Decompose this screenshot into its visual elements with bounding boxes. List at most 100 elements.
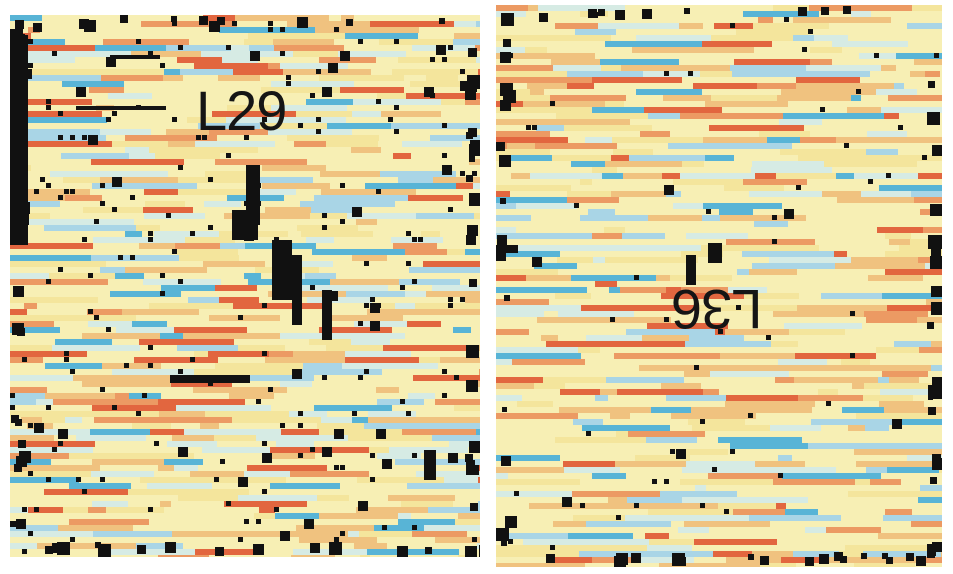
texture-streak xyxy=(10,93,108,99)
texture-streak xyxy=(773,5,809,11)
edge-speck xyxy=(98,544,111,557)
dark-speck xyxy=(826,401,831,406)
texture-streak xyxy=(10,69,88,75)
dark-speck xyxy=(358,321,363,326)
texture-streak xyxy=(307,501,401,507)
dark-speck xyxy=(58,195,63,200)
texture-streak xyxy=(224,501,307,507)
dark-speck xyxy=(328,291,338,301)
texture-streak xyxy=(370,21,454,27)
texture-streak xyxy=(496,527,586,533)
texture-streak xyxy=(681,287,728,293)
texture-streak xyxy=(571,239,608,245)
texture-streak xyxy=(754,47,810,53)
texture-streak xyxy=(798,155,877,161)
dark-speck xyxy=(664,479,669,484)
texture-streak xyxy=(510,191,567,197)
edge-speck xyxy=(84,20,96,32)
texture-streak xyxy=(142,351,158,357)
texture-streak xyxy=(666,287,681,293)
edge-speck xyxy=(760,556,769,565)
texture-streak xyxy=(378,303,395,309)
texture-streak xyxy=(93,531,172,537)
texture-streak xyxy=(882,221,893,227)
texture-streak xyxy=(565,383,613,389)
texture-streak xyxy=(152,387,193,393)
texture-streak xyxy=(248,33,345,39)
texture-streak xyxy=(106,507,164,513)
dark-speck xyxy=(214,477,219,482)
texture-streak xyxy=(730,305,797,311)
texture-streak xyxy=(136,315,209,321)
texture-streak xyxy=(560,509,648,515)
texture-streak xyxy=(911,191,942,197)
texture-streak xyxy=(864,455,889,461)
texture-streak xyxy=(496,419,562,425)
dark-speck xyxy=(52,447,57,452)
edge-speck xyxy=(346,19,353,26)
texture-streak xyxy=(808,497,906,503)
dark-speck xyxy=(160,273,165,278)
texture-streak xyxy=(103,183,197,189)
texture-streak xyxy=(91,471,154,477)
dark-speck xyxy=(70,369,75,374)
texture-streak xyxy=(496,47,525,53)
dark-speck xyxy=(634,275,639,280)
texture-streak xyxy=(217,135,287,141)
texture-streak xyxy=(413,375,480,381)
dark-speck xyxy=(148,507,153,512)
texture-streak xyxy=(680,113,773,119)
texture-streak xyxy=(767,137,800,143)
dark-speck xyxy=(394,105,399,110)
dark-speck xyxy=(514,491,519,496)
texture-streak xyxy=(525,47,547,53)
texture-streak xyxy=(431,273,480,279)
texture-streak xyxy=(152,93,225,99)
texture-streak xyxy=(58,525,133,531)
texture-streak xyxy=(608,503,685,509)
edge-speck xyxy=(18,440,26,448)
texture-streak xyxy=(673,179,743,185)
edge-speck xyxy=(465,546,477,557)
texture-streak xyxy=(10,147,57,153)
texture-streak xyxy=(398,57,476,63)
texture-streak xyxy=(183,303,233,309)
texture-streak xyxy=(867,131,907,137)
texture-streak xyxy=(840,485,859,491)
texture-streak xyxy=(805,461,845,467)
texture-streak xyxy=(312,381,324,387)
texture-streak xyxy=(695,485,706,491)
texture-streak xyxy=(263,321,354,327)
texture-streak xyxy=(595,281,617,287)
texture-streak xyxy=(601,65,621,71)
texture-streak xyxy=(796,563,854,567)
texture-streak xyxy=(10,159,91,165)
edge-speck xyxy=(466,235,476,245)
dark-speck xyxy=(136,39,141,44)
texture-streak xyxy=(881,65,896,71)
texture-streak xyxy=(813,413,856,419)
texture-streak xyxy=(91,159,184,165)
dark-speck xyxy=(430,57,435,62)
texture-streak xyxy=(736,29,808,35)
texture-streak xyxy=(271,81,354,87)
texture-streak xyxy=(870,71,910,77)
texture-streak xyxy=(749,191,822,197)
texture-streak xyxy=(848,425,865,431)
texture-streak xyxy=(767,287,863,293)
texture-streak xyxy=(681,251,723,257)
texture-streak xyxy=(577,203,673,209)
texture-streak xyxy=(139,243,175,249)
texture-streak xyxy=(377,93,406,99)
texture-streak xyxy=(769,257,851,263)
texture-streak xyxy=(496,311,544,317)
texture-streak xyxy=(10,15,42,21)
dark-speck xyxy=(100,477,105,482)
texture-streak xyxy=(586,455,619,461)
texture-streak xyxy=(293,351,345,357)
dark-speck xyxy=(298,411,303,416)
texture-streak xyxy=(10,51,82,57)
texture-streak xyxy=(69,483,131,489)
texture-streak xyxy=(235,15,329,21)
texture-streak xyxy=(496,413,578,419)
